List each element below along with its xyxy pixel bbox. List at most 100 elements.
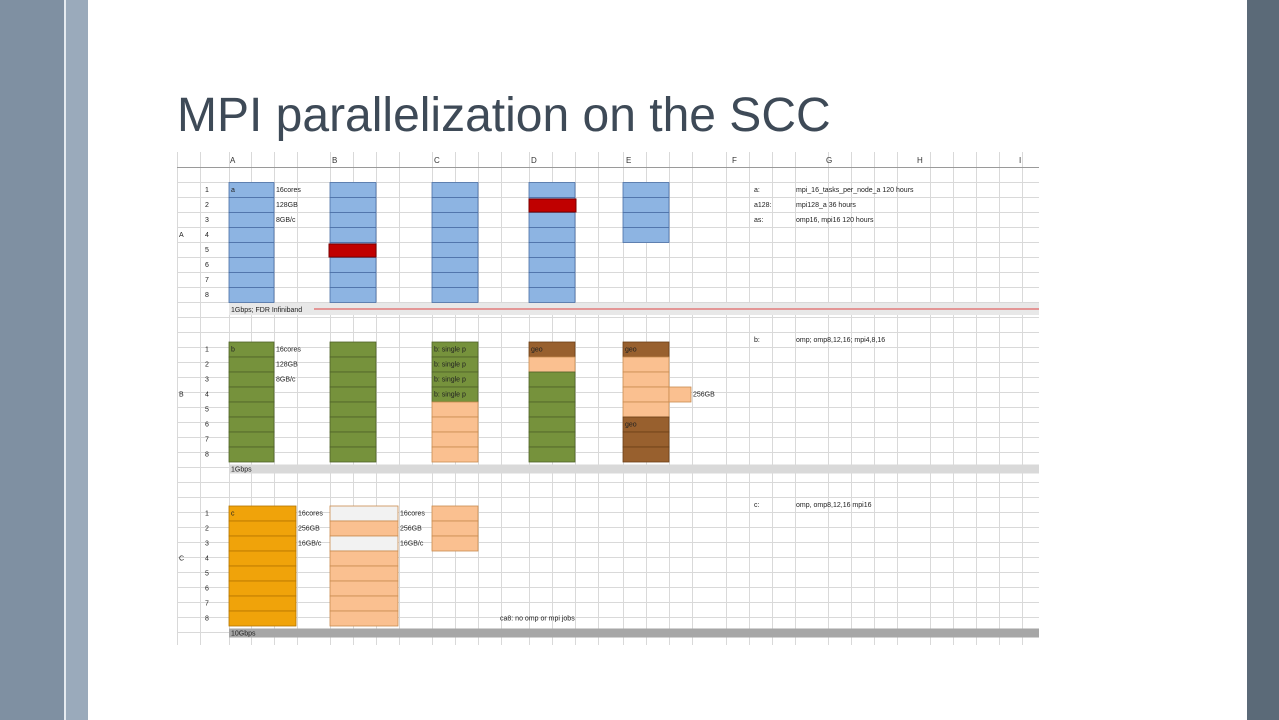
node-cell-a <box>622 182 670 198</box>
spec-a: 128GB <box>276 202 298 209</box>
spec-c2: 256GB <box>400 526 422 533</box>
node-cell-a <box>528 257 576 273</box>
row-number: 7 <box>205 601 209 608</box>
spec-b: 8GB/c <box>276 377 296 384</box>
node-cell-a <box>528 287 576 303</box>
node-cell-b <box>329 371 377 388</box>
node-cell-a <box>622 197 670 213</box>
row-number: 3 <box>205 541 209 548</box>
column-header: B <box>332 156 337 165</box>
slide-title: MPI parallelization on the SCC <box>177 89 831 142</box>
note-key-a: as: <box>754 217 763 224</box>
node-cell-a <box>528 242 576 258</box>
right-decor-bar <box>1247 0 1279 720</box>
row-number: 5 <box>205 407 209 414</box>
node-cell-c <box>228 535 297 552</box>
node-cell-c <box>329 595 399 612</box>
node-cell-b <box>228 341 275 358</box>
node-cell-c <box>228 520 297 537</box>
node-cell-b <box>528 356 576 373</box>
geo-label: geo <box>625 347 637 354</box>
row-number: 6 <box>205 422 209 429</box>
column-header: A <box>230 156 236 165</box>
node-cell-b <box>329 431 377 448</box>
row-number: 2 <box>205 526 209 533</box>
note-value-a: mpi_16_tasks_per_node_a 120 hours <box>796 187 914 194</box>
node-cell-a <box>329 182 377 198</box>
node-cell-c <box>228 565 297 582</box>
single-p-label: b: single p <box>434 377 466 384</box>
left-decor-stripe <box>64 0 66 720</box>
node-cell-b <box>431 446 479 463</box>
node-cell-c <box>329 505 399 522</box>
spec-c2: 16GB/c <box>400 541 424 548</box>
node-cell-a <box>622 227 670 243</box>
node-label-b: b <box>231 347 235 354</box>
node-cell-b <box>329 446 377 463</box>
spec-b: 128GB <box>276 362 298 369</box>
row-number: 1 <box>205 347 209 354</box>
row-number: 1 <box>205 187 209 194</box>
node-cell-a <box>228 182 275 198</box>
node-cell-a <box>228 242 275 258</box>
group-label-a: A <box>179 232 184 239</box>
c8-note: ca8: no omp or mpi jobs <box>500 616 575 623</box>
node-cell-b <box>228 401 275 418</box>
node-cell-a <box>329 287 377 303</box>
node-cell-a <box>431 212 479 228</box>
node-cell-b <box>528 446 576 463</box>
node-cell-a <box>431 242 479 258</box>
node-cell-b <box>622 386 670 403</box>
node-cell-c <box>329 520 399 537</box>
note-key-b: b: <box>754 337 760 344</box>
node-cell-a <box>228 197 275 213</box>
note-key-a: a: <box>754 187 760 194</box>
spec-c: 16GB/c <box>298 541 322 548</box>
node-cell-b <box>228 446 275 463</box>
column-header: I <box>1019 156 1021 165</box>
row-number: 5 <box>205 247 209 254</box>
column-header: D <box>531 156 537 165</box>
node-cell-c <box>228 610 297 627</box>
row-number: 4 <box>205 392 209 399</box>
single-p-label: b: single p <box>434 362 466 369</box>
node-cell-a <box>329 197 377 213</box>
node-label-a: a <box>231 187 235 194</box>
node-cell-c <box>329 610 399 627</box>
node-cell-c <box>329 580 399 597</box>
row-number: 4 <box>205 556 209 563</box>
node-cell-c <box>228 550 297 567</box>
node-cell-b <box>528 416 576 433</box>
node-cell-a <box>528 212 576 228</box>
node-cell-a <box>228 272 275 288</box>
busy-node-red <box>528 198 577 213</box>
node-cell-a <box>528 227 576 243</box>
column-header: G <box>826 156 832 165</box>
node-cell-a <box>228 212 275 228</box>
network-label-b: 1Gbps <box>231 467 252 474</box>
network-band-c <box>229 628 1039 638</box>
row-number: 7 <box>205 277 209 284</box>
node-cell-b <box>228 371 275 388</box>
row-number: 5 <box>205 571 209 578</box>
node-cell-b <box>622 446 670 463</box>
busy-node-red <box>328 243 377 258</box>
node-cell-c <box>228 505 297 522</box>
note-key-a: a128: <box>754 202 772 209</box>
node-cell-c <box>431 505 479 522</box>
node-cell-a <box>431 257 479 273</box>
note-value-a: mpi128_a 36 hours <box>796 202 856 209</box>
node-cell-b <box>431 431 479 448</box>
column-header: F <box>732 156 737 165</box>
node-cell-a <box>622 212 670 228</box>
node-cell-b <box>329 386 377 403</box>
row-number: 3 <box>205 377 209 384</box>
node-cell-a <box>228 257 275 273</box>
row-number: 3 <box>205 217 209 224</box>
node-cell-b <box>228 416 275 433</box>
node-cell-b <box>329 356 377 373</box>
spec-a: 8GB/c <box>276 217 296 224</box>
geo-label: geo <box>531 347 543 354</box>
node-cell-b <box>228 386 275 403</box>
